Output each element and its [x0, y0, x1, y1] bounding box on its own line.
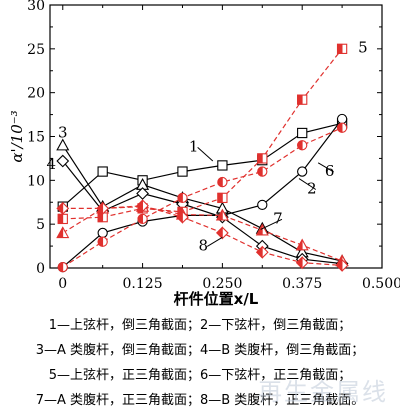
data-point-marker-fill: [295, 239, 303, 251]
legend-line-1: 1—上弦杆，倒三角截面；2—下弦杆，倒三角截面；: [48, 318, 352, 333]
data-point-marker-fill: [296, 256, 303, 270]
x-tick-label: 0.375: [282, 276, 322, 292]
data-point-marker-fill: [136, 199, 143, 213]
data-point-marker: [56, 154, 70, 168]
data-point-marker-fill: [297, 94, 303, 105]
data-point-marker-fill: [97, 236, 104, 247]
series-line: [62, 205, 343, 266]
data-point-marker: [336, 113, 348, 125]
y-tick-label: 0: [36, 261, 45, 277]
series-number-label: 4: [47, 155, 57, 173]
series-number-label: 8: [198, 236, 208, 254]
data-point-marker-fill: [176, 210, 183, 224]
data-point-marker: [297, 166, 308, 177]
series-number-label: 3: [58, 123, 68, 141]
data-point-marker-fill: [57, 262, 64, 273]
y-axis-label: α'/10⁻³: [8, 110, 26, 162]
plot-frame: [49, 4, 383, 269]
data-point-marker: [97, 166, 108, 177]
data-point-marker: [136, 187, 149, 200]
y-tick-label: 15: [27, 130, 45, 146]
data-point-marker-fill: [337, 122, 343, 133]
label-leader-line: [197, 147, 214, 162]
series-number-label: 6: [325, 162, 335, 180]
y-tick-label: 20: [27, 86, 45, 102]
data-point-marker-fill: [216, 226, 223, 240]
data-point-marker-fill: [297, 140, 303, 151]
legend-line-2: 3—A 类腹杆，倒三角截面；4—B 类腹杆，倒三角截面；: [35, 343, 365, 358]
data-point-marker-fill: [57, 213, 64, 224]
series-line: [62, 122, 343, 208]
label-leader-line: [206, 236, 223, 247]
series-number-label: 1: [189, 137, 199, 155]
data-point-marker: [177, 166, 188, 177]
x-tick-label: 0.250: [202, 276, 242, 292]
y-tick-label: 25: [27, 42, 45, 58]
data-point-marker-fill: [56, 201, 64, 215]
series-8: [56, 199, 349, 272]
legend-line-4: 7—A 类腹杆，正三角截面；8—B 类腹杆，正三角截面。: [35, 393, 365, 408]
y-tick-label: 10: [27, 173, 45, 189]
data-point-marker-fill: [256, 245, 263, 259]
data-point-marker-fill: [56, 227, 64, 238]
data-point-marker-fill: [335, 258, 343, 272]
x-tick-label: 0.500: [362, 276, 400, 292]
data-point-marker-fill: [96, 201, 104, 215]
data-point-marker-fill: [256, 224, 263, 236]
data-point-marker: [56, 138, 70, 151]
series-number-label: 7: [273, 209, 283, 227]
data-point-marker: [297, 127, 308, 139]
data-point-marker-fill: [217, 192, 223, 203]
label-leader-line: [260, 218, 283, 230]
y-tick-label: 30: [27, 0, 45, 14]
data-point-marker: [257, 199, 268, 211]
data-point-marker-fill: [257, 166, 263, 177]
label-leader-line: [317, 162, 334, 173]
series-line: [62, 205, 343, 262]
series-6: [57, 122, 348, 273]
x-tick-label: 0.125: [123, 276, 163, 292]
data-point-marker-fill: [137, 213, 143, 224]
data-point-marker-fill: [216, 209, 223, 221]
series-number-label: 5: [358, 38, 368, 56]
series-1: [57, 118, 348, 212]
data-point-marker: [97, 227, 108, 239]
series-5: [57, 43, 348, 225]
data-point-marker-fill: [217, 177, 223, 188]
x-tick-label: 0: [58, 276, 67, 292]
data-point-marker-fill: [337, 43, 343, 54]
series-line: [62, 160, 343, 265]
y-tick-label: 5: [36, 217, 45, 233]
data-point-marker-fill: [177, 192, 183, 203]
x-axis-label: 杆件位置x/L: [174, 290, 259, 308]
label-leader-line: [298, 178, 317, 190]
legend-line-3: 5—上弦杆，正三角截面；6—下弦杆，正三角截面；: [48, 368, 352, 383]
series-line: [62, 144, 343, 262]
series-number-label: 2: [307, 179, 317, 197]
data-point-marker-fill: [257, 153, 263, 164]
data-point-marker: [217, 160, 228, 171]
